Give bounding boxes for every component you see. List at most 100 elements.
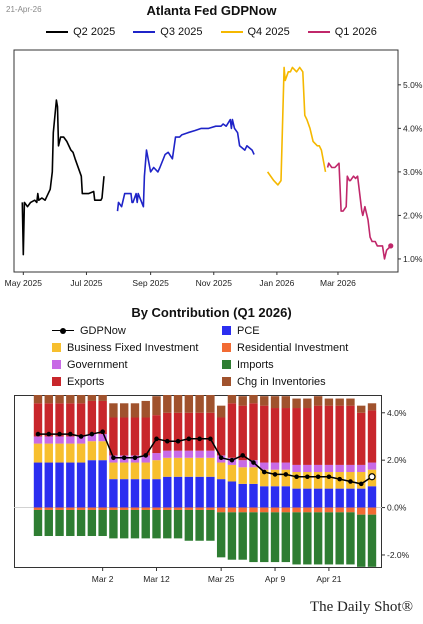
- gdpnow-point: [326, 474, 332, 480]
- gdpnow-point: [315, 474, 321, 480]
- bar-exports: [87, 400, 97, 435]
- bar-government: [87, 434, 97, 442]
- gdpnow-point: [175, 438, 181, 444]
- gdpnow-point: [132, 455, 138, 461]
- bar-imports: [76, 509, 86, 537]
- bar-residential-investment: [173, 507, 183, 510]
- bar-chg-in-inventories: [173, 395, 183, 413]
- bar-chg-in-inventories: [357, 405, 366, 413]
- bar-government: [335, 464, 344, 473]
- chart1-ytick-label: 3.0%: [403, 167, 423, 177]
- bar-exports: [303, 408, 312, 465]
- bar-business-fixed-investment: [98, 441, 107, 461]
- gdpnow-point: [283, 472, 289, 477]
- bar-exports: [44, 403, 53, 437]
- bar-exports: [98, 400, 107, 435]
- bar-pce: [44, 462, 53, 508]
- bar-exports: [357, 412, 366, 465]
- bar-imports: [357, 514, 366, 567]
- bar-chg-in-inventories: [313, 396, 323, 406]
- bar-imports: [238, 512, 247, 560]
- legend-label: Residential Investment: [237, 341, 349, 354]
- chart1-xtick-label: Jul 2025: [70, 278, 102, 288]
- legend-swatch: [52, 377, 61, 386]
- gdpnow-point: [89, 431, 95, 437]
- gdpnow-point: [337, 476, 342, 482]
- bar-exports: [313, 405, 323, 465]
- gdpnow-point: [305, 474, 310, 480]
- legend-label: Government: [67, 358, 128, 371]
- bar-exports: [195, 412, 204, 451]
- bar-exports: [238, 405, 247, 461]
- chart1-xtick-label: Sep 2025: [132, 278, 169, 288]
- chart1-ytick-label: 2.0%: [403, 210, 423, 220]
- bar-residential-investment: [163, 507, 172, 510]
- bar-pce: [109, 479, 118, 508]
- chart1-ytick-label: 1.0%: [403, 254, 423, 264]
- bar-government: [270, 462, 280, 470]
- bar-chg-in-inventories: [270, 396, 280, 409]
- legend-item-business-fixed-investment: Business Fixed Investment: [52, 341, 222, 354]
- gdpnow-point: [121, 455, 127, 461]
- bar-government: [260, 462, 269, 470]
- legend-item-q1-2026: Q1 2026: [307, 26, 377, 38]
- legend-swatch: [222, 326, 231, 335]
- gdpnow-point: [197, 436, 202, 442]
- gdpnow-point: [164, 438, 170, 444]
- bar-business-fixed-investment: [87, 441, 97, 461]
- chart2-xtick-label: Apr 9: [265, 574, 286, 584]
- bar-government: [33, 436, 43, 444]
- bar-chg-in-inventories: [324, 398, 334, 406]
- bar-imports: [130, 509, 140, 539]
- gdpnow-point: [46, 431, 52, 437]
- legend-item-imports: Imports: [222, 358, 392, 371]
- bar-exports: [324, 405, 334, 465]
- chart1-ytick-label: 4.0%: [403, 123, 423, 133]
- bar-exports: [227, 403, 237, 458]
- bar-imports: [119, 509, 129, 539]
- bar-pce: [367, 486, 377, 508]
- bar-chg-in-inventories: [249, 395, 258, 404]
- bar-government: [55, 436, 64, 444]
- gdpnow-point: [240, 453, 246, 458]
- bar-residential-investment: [238, 507, 247, 513]
- bar-residential-investment: [216, 507, 226, 513]
- bar-pce: [227, 481, 237, 508]
- bar-business-fixed-investment: [163, 457, 172, 477]
- bar-government: [303, 464, 312, 473]
- bar-chg-in-inventories: [195, 395, 204, 413]
- bar-residential-investment: [292, 507, 301, 513]
- bar-chg-in-inventories: [119, 403, 129, 418]
- bar-residential-investment: [281, 507, 290, 513]
- bar-imports: [55, 509, 64, 537]
- bar-government: [152, 453, 161, 461]
- gdpnow-point: [143, 453, 149, 458]
- bar-imports: [33, 509, 43, 537]
- bar-chg-in-inventories: [292, 398, 301, 409]
- bar-government: [367, 462, 377, 470]
- bar-chg-in-inventories: [303, 398, 312, 409]
- bar-business-fixed-investment: [216, 462, 226, 480]
- bar-government: [184, 450, 194, 458]
- bar-imports: [260, 512, 269, 563]
- bar-pce: [324, 488, 334, 508]
- legend-swatch: [133, 31, 156, 33]
- bar-exports: [141, 417, 150, 456]
- bar-residential-investment: [87, 507, 97, 510]
- bar-imports: [184, 509, 194, 541]
- legend-item-exports: Exports: [52, 375, 222, 388]
- bar-pce: [98, 460, 107, 508]
- bar-pce: [313, 488, 323, 508]
- bar-residential-investment: [66, 507, 75, 510]
- bar-imports: [216, 512, 226, 558]
- gdpnow-point: [348, 479, 353, 484]
- bar-exports: [184, 412, 194, 451]
- bar-imports: [335, 512, 344, 565]
- bar-pce: [238, 483, 247, 508]
- bar-pce: [357, 488, 366, 508]
- bar-pce: [281, 486, 290, 508]
- bar-business-fixed-investment: [206, 457, 215, 477]
- bar-business-fixed-investment: [313, 472, 323, 489]
- bar-business-fixed-investment: [303, 472, 312, 489]
- bar-imports: [346, 512, 355, 565]
